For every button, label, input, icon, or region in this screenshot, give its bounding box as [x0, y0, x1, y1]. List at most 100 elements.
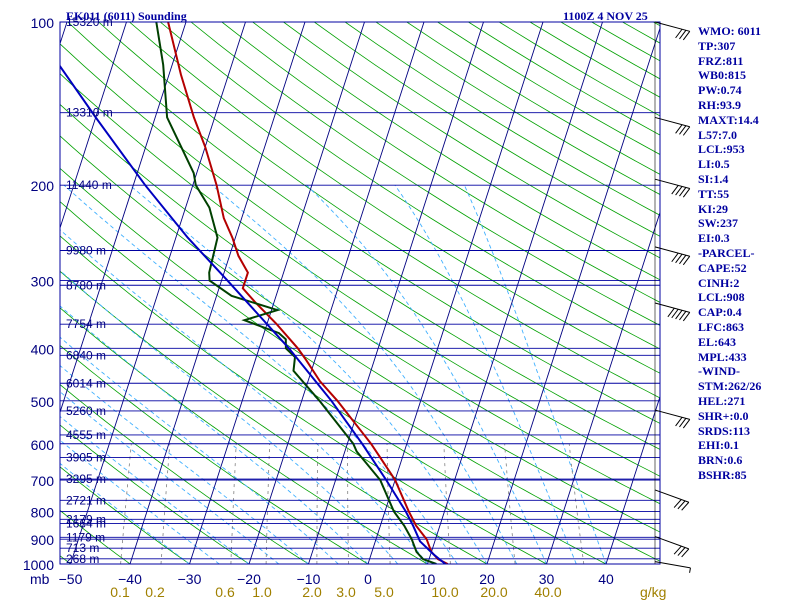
wind-barb-flag — [682, 126, 691, 136]
mixing-ratio-axis: 0.1 0.2 0.6 1.0 2.0 3.0 5.0 10.0 20.0 40.0 g/kg — [110, 584, 666, 600]
mixing-ratio-tick-label: 20.0 — [480, 584, 507, 600]
dry-adiabat — [60, 345, 369, 564]
dry-adiabat — [777, 22, 800, 564]
index-item: HEL:271 — [698, 393, 746, 408]
wind-barb-flag — [679, 29, 687, 40]
mixing-ratio-tick-label: 0.2 — [145, 584, 165, 600]
wind-barb-flag — [675, 186, 683, 196]
wind-barb-flag — [679, 418, 687, 428]
isotherm — [367, 22, 544, 564]
wind-barb-flag — [671, 252, 679, 263]
index-item: LI:0.5 — [698, 157, 730, 172]
temperature-tick-label: −20 — [237, 571, 261, 587]
wind-barb — [654, 178, 691, 198]
index-item: RH:93.9 — [698, 97, 741, 112]
dry-adiabat — [60, 509, 131, 564]
index-item: TP:307 — [698, 38, 736, 53]
wind-barb-flag — [671, 185, 679, 195]
dewpoint-trace — [155, 22, 437, 564]
mixing-ratio-tick-label: 0.1 — [110, 584, 130, 600]
dry-adiabat — [60, 103, 660, 505]
mixing-ratio-tick-label: 0.6 — [215, 584, 235, 600]
dry-adiabat — [60, 424, 250, 564]
dry-adiabat — [591, 22, 660, 62]
height-labels: 15320 m 13310 m 11440 m 9980 m 8780 m 7754 m 6… — [66, 15, 113, 566]
chart-title: EK011 (6011) Sounding — [66, 9, 187, 23]
height-label: 1664 m — [66, 517, 106, 531]
wind-barb-flag — [682, 312, 691, 322]
height-label: 2179 m — [66, 512, 106, 526]
height-label: 11440 m — [66, 178, 112, 192]
index-item: LCL:908 — [698, 290, 745, 305]
dry-adiabat — [60, 73, 660, 477]
temperature-tick-label: −10 — [297, 571, 321, 587]
pressure-tick-label: 1000 — [23, 557, 54, 573]
wind-barb — [654, 246, 691, 266]
isotherm — [546, 211, 660, 564]
wind-barb-staff — [654, 178, 690, 189]
parcel-trace — [60, 64, 447, 564]
index-item: PW:0.74 — [698, 83, 742, 98]
pressure-tick-label: 200 — [31, 178, 55, 194]
wind-barb-flag — [682, 419, 691, 429]
wind-barb — [654, 302, 691, 322]
index-item: EL:643 — [698, 334, 737, 349]
pressure-tick-label: 500 — [31, 394, 55, 410]
index-item: SI:1.4 — [698, 171, 729, 186]
index-item: KI:29 — [698, 201, 728, 216]
moist-adiabat — [60, 305, 369, 564]
temperature-tick-label: 0 — [364, 571, 372, 587]
wind-barb — [654, 409, 691, 429]
index-item: FRZ:811 — [698, 53, 744, 68]
wind-barb-flag — [675, 417, 683, 427]
wind-barb-flag — [673, 499, 682, 508]
dry-adiabat — [60, 167, 660, 562]
dry-adiabat — [60, 466, 190, 564]
wind-barb-staff — [654, 409, 690, 420]
wind-barb-flag — [679, 254, 687, 265]
index-item: BSHR:85 — [698, 467, 747, 482]
wind-barb-staff — [654, 246, 690, 257]
dry-adiabat — [60, 235, 547, 564]
height-label: 3295 m — [66, 472, 106, 486]
dry-adiabat — [60, 270, 488, 564]
mixing-ratio-tick-label: 5.0 — [374, 584, 394, 600]
height-label: 13310 m — [66, 106, 113, 120]
index-item: CINH:2 — [698, 275, 740, 290]
index-item: BRN:0.6 — [698, 453, 743, 468]
dry-adiabat — [560, 22, 660, 80]
wind-barb-flag — [675, 253, 683, 264]
mixing-ratio-lines — [120, 443, 585, 564]
wind-barb-flag — [682, 255, 691, 266]
wind-barb-flag — [679, 125, 687, 135]
isotherm — [427, 22, 603, 564]
wind-barbs — [654, 21, 691, 573]
index-item: L57:7.0 — [698, 127, 737, 142]
height-label: 9980 m — [66, 244, 106, 258]
height-label: 713 m — [66, 541, 99, 555]
isotherm — [248, 22, 425, 564]
wind-barb-flag — [667, 307, 675, 318]
mixing-ratio-line — [120, 443, 132, 564]
moist-adiabat — [60, 364, 309, 564]
isobars — [60, 22, 660, 564]
temperature-tick-label: −40 — [118, 571, 142, 587]
wind-barb-flag — [677, 500, 686, 510]
dry-adiabat — [190, 22, 660, 326]
index-item: CAPE:52 — [698, 260, 747, 275]
pressure-tick-label: 600 — [31, 437, 55, 453]
mixing-ratio-tick-label: 40.0 — [534, 584, 561, 600]
pressure-tick-label: 900 — [31, 532, 55, 548]
index-item: LFC:863 — [698, 319, 744, 334]
pressure-tick-label: 400 — [31, 341, 55, 357]
dry-adiabat — [60, 384, 309, 564]
dry-adiabat — [221, 22, 660, 303]
moist-adiabat — [463, 185, 607, 564]
wind-barb-flag — [681, 501, 690, 511]
wind-barb-flag — [671, 308, 679, 319]
wind-barb-flag — [679, 187, 687, 197]
wind-barb-flag — [682, 31, 691, 41]
index-item: MAXT:14.4 — [698, 112, 759, 127]
mixing-ratio-line — [347, 443, 349, 564]
